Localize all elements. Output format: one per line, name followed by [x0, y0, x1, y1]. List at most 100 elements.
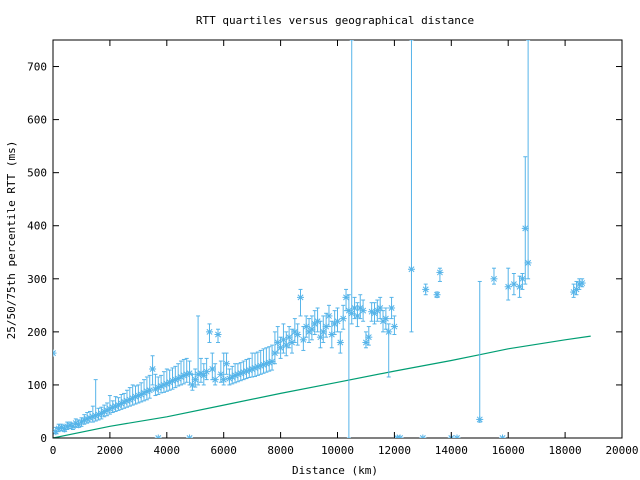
quartile-point — [214, 328, 222, 343]
median-marker — [357, 305, 364, 311]
quartile-point — [72, 418, 80, 428]
y-tick-label: 200 — [27, 326, 47, 339]
quartile-point — [510, 272, 518, 296]
quartile-point — [396, 434, 404, 438]
median-marker — [419, 435, 424, 438]
median-marker — [391, 323, 398, 330]
median-marker — [314, 318, 321, 325]
median-marker — [399, 435, 404, 438]
y-tick-label: 100 — [27, 379, 47, 392]
data-layer — [53, 40, 591, 438]
quartile-point — [518, 272, 526, 290]
quartile-point — [370, 302, 378, 325]
quartile-point — [186, 434, 194, 438]
quartile-point — [217, 360, 225, 383]
median-marker — [490, 275, 497, 282]
quartile-point — [305, 318, 313, 343]
quartile-point — [319, 315, 327, 343]
median-marker — [283, 342, 290, 349]
median-marker — [499, 435, 504, 438]
median-marker — [146, 387, 153, 394]
y-tick-label: 500 — [27, 167, 47, 180]
median-marker — [345, 307, 352, 314]
median-marker — [53, 352, 56, 357]
median-marker — [223, 360, 230, 367]
quartile-point — [154, 434, 162, 438]
median-marker — [189, 381, 196, 388]
x-tick-label: 12000 — [378, 444, 411, 457]
quartile-point — [302, 315, 310, 338]
quartile-point — [339, 304, 347, 330]
x-tick-label: 16000 — [492, 444, 525, 457]
median-marker — [215, 331, 221, 338]
quartile-point — [288, 328, 296, 354]
median-marker — [505, 283, 512, 290]
median-marker — [360, 307, 367, 314]
median-marker — [186, 435, 191, 438]
median-marker — [573, 286, 580, 293]
quartile-point — [356, 294, 364, 320]
median-marker — [434, 291, 441, 298]
quartile-point — [407, 40, 415, 333]
median-marker — [377, 305, 384, 311]
quartile-point — [476, 280, 484, 423]
median-marker — [343, 294, 350, 301]
median-marker — [382, 315, 389, 322]
median-marker — [385, 328, 392, 335]
quartile-point — [285, 326, 293, 349]
median-marker — [450, 435, 455, 438]
median-marker — [365, 334, 372, 341]
x-tick-label: 4000 — [154, 444, 181, 457]
quartile-point — [388, 296, 396, 320]
quartile-point — [132, 385, 140, 405]
quartile-point — [95, 407, 103, 421]
median-marker — [368, 308, 375, 315]
median-marker — [454, 435, 458, 438]
median-marker — [209, 366, 216, 372]
quartile-point — [53, 426, 60, 436]
quartile-point — [297, 288, 305, 317]
quartile-point — [294, 323, 302, 346]
quartile-point — [385, 323, 393, 378]
x-tick-label: 2000 — [97, 444, 124, 457]
median-marker — [362, 339, 369, 346]
median-marker — [294, 331, 301, 338]
median-marker — [348, 310, 355, 317]
quartile-point — [373, 299, 381, 322]
median-marker — [510, 281, 517, 288]
quartile-point — [149, 355, 157, 386]
quartile-point — [274, 326, 282, 354]
median-marker — [291, 328, 298, 335]
median-marker — [397, 435, 401, 438]
quartile-point — [200, 363, 208, 386]
median-marker — [155, 435, 159, 438]
quartile-point — [382, 307, 390, 330]
x-tick-label: 20000 — [605, 444, 638, 457]
median-marker — [394, 435, 398, 438]
quartile-point — [223, 352, 231, 375]
median-marker — [286, 334, 293, 341]
median-marker — [271, 350, 278, 357]
median-marker — [436, 269, 443, 276]
median-marker — [328, 331, 335, 338]
median-marker — [280, 336, 287, 343]
quartile-point — [112, 396, 120, 412]
quartile-point — [322, 312, 330, 338]
x-tick-label: 6000 — [210, 444, 237, 457]
median-marker — [203, 368, 210, 375]
median-marker — [448, 435, 453, 438]
quartile-point — [376, 296, 384, 320]
quartile-point — [208, 352, 216, 381]
median-marker — [476, 416, 483, 423]
median-marker — [334, 318, 341, 325]
quartile-point — [524, 40, 532, 280]
median-marker — [579, 280, 586, 287]
quartile-point — [433, 291, 441, 299]
median-marker — [220, 376, 227, 383]
quartile-point — [53, 349, 57, 357]
y-tick-label: 400 — [27, 220, 47, 233]
quartile-point — [211, 363, 219, 386]
median-marker — [303, 323, 310, 330]
median-marker — [422, 435, 426, 438]
quartile-point — [334, 307, 341, 333]
